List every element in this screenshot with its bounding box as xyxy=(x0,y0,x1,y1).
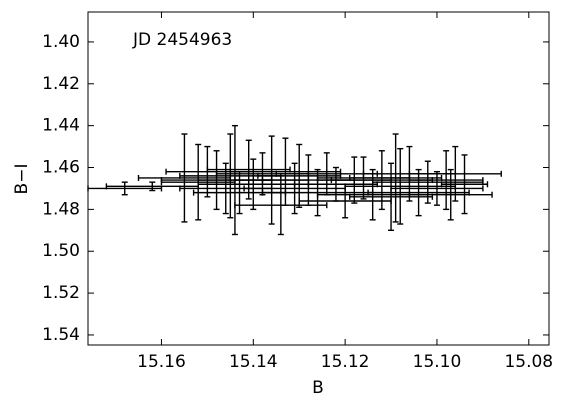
x-tick-label: 15.12 xyxy=(321,352,370,372)
y-axis-label: B−I xyxy=(12,164,32,195)
x-tick-label: 15.08 xyxy=(504,352,553,372)
x-tick-label: 15.14 xyxy=(229,352,278,372)
x-axis-label: B xyxy=(312,378,324,398)
y-tick-label: 1.40 xyxy=(42,32,80,52)
y-tick-label: 1.46 xyxy=(42,158,80,178)
y-tick-label: 1.50 xyxy=(42,241,80,261)
y-tick-label: 1.52 xyxy=(42,283,80,303)
annotation: JD 2454963 xyxy=(132,30,232,50)
y-tick-label: 1.44 xyxy=(42,116,80,136)
x-tick-label: 15.10 xyxy=(413,352,462,372)
y-tick-label: 1.54 xyxy=(42,325,80,345)
y-tick-label: 1.48 xyxy=(42,199,80,219)
y-tick-label: 1.42 xyxy=(42,74,80,94)
x-tick-label: 15.16 xyxy=(137,352,186,372)
plot-frame xyxy=(87,11,550,346)
